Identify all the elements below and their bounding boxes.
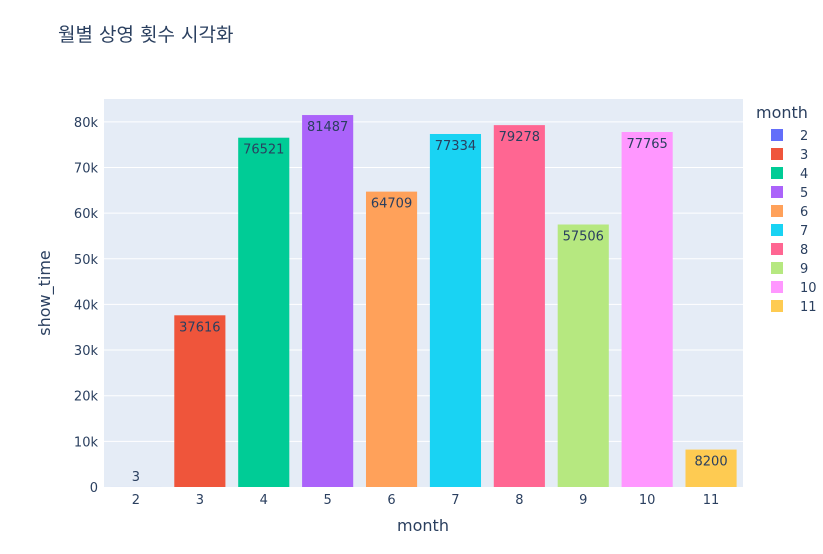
y-tick-label: 70k — [74, 161, 99, 176]
legend-item-5[interactable]: 5 — [771, 186, 808, 201]
x-tick-label: 11 — [703, 493, 720, 508]
legend-item-7[interactable]: 7 — [771, 224, 808, 239]
bar-month-10[interactable] — [622, 132, 673, 487]
legend-label: 8 — [800, 243, 808, 258]
y-tick-label: 40k — [74, 298, 99, 313]
legend-item-11[interactable]: 11 — [771, 300, 817, 315]
bar-month-7[interactable] — [430, 134, 481, 487]
bar-month-6[interactable] — [366, 192, 417, 487]
x-axis-title: month — [397, 516, 449, 535]
y-tick-label: 60k — [74, 207, 99, 222]
bar-value-label: 37616 — [179, 320, 220, 335]
legend-item-8[interactable]: 8 — [771, 243, 808, 258]
legend-swatch — [771, 205, 783, 217]
bar-value-label: 76521 — [243, 143, 284, 158]
legend-item-9[interactable]: 9 — [771, 262, 808, 277]
legend-swatch — [771, 281, 783, 293]
legend-item-2[interactable]: 2 — [771, 129, 808, 144]
bar-month-8[interactable] — [494, 125, 545, 487]
legend-swatch — [771, 186, 783, 198]
y-tick-label: 50k — [74, 253, 99, 268]
legend-label: 10 — [800, 281, 817, 296]
bar-month-4[interactable] — [238, 138, 289, 487]
x-tick-label: 9 — [579, 493, 587, 508]
legend-label: 2 — [800, 129, 808, 144]
legend[interactable]: 2 3 4 5 6 7 8 9 10 11 — [771, 129, 817, 315]
y-tick-label: 20k — [74, 390, 99, 405]
bar-value-label: 57506 — [563, 230, 604, 245]
y-axis-title: show_time — [35, 250, 55, 336]
legend-label: 6 — [800, 205, 808, 220]
x-tick-label: 4 — [260, 493, 268, 508]
legend-swatch — [771, 262, 783, 274]
bar-value-label: 81487 — [307, 120, 348, 135]
bar-value-label: 79278 — [499, 130, 540, 145]
x-tick-label: 3 — [196, 493, 204, 508]
legend-swatch — [771, 300, 783, 312]
bar-value-label: 8200 — [695, 455, 728, 470]
y-axis-ticks: 0 10k 20k 30k 40k 50k 60k 70k 80k — [74, 116, 99, 496]
legend-swatch — [771, 224, 783, 236]
bar-month-3[interactable] — [174, 315, 225, 487]
legend-swatch — [771, 167, 783, 179]
legend-swatch — [771, 148, 783, 160]
legend-item-6[interactable]: 6 — [771, 205, 808, 220]
chart-title: 월별 상영 횟수 시각화 — [58, 24, 233, 46]
bar-month-9[interactable] — [558, 225, 609, 487]
x-tick-label: 6 — [387, 493, 395, 508]
bar-value-label: 3 — [132, 470, 140, 485]
x-tick-label: 5 — [324, 493, 332, 508]
x-axis-ticks: 2 3 4 5 6 7 8 9 10 11 — [132, 493, 720, 508]
x-tick-label: 7 — [451, 493, 459, 508]
legend-label: 11 — [800, 300, 817, 315]
y-tick-label: 10k — [74, 435, 99, 450]
legend-label: 5 — [800, 186, 808, 201]
legend-swatch — [771, 129, 783, 141]
y-tick-label: 80k — [74, 116, 99, 131]
bar-value-label: 77334 — [435, 139, 476, 154]
legend-label: 9 — [800, 262, 808, 277]
legend-item-4[interactable]: 4 — [771, 167, 808, 182]
legend-label: 7 — [800, 224, 808, 239]
bar-value-label: 64709 — [371, 197, 412, 212]
legend-item-3[interactable]: 3 — [771, 148, 808, 163]
x-tick-label: 2 — [132, 493, 140, 508]
legend-label: 3 — [800, 148, 808, 163]
bar-value-label: 77765 — [626, 137, 667, 152]
y-tick-label: 30k — [74, 344, 99, 359]
y-tick-label: 0 — [90, 481, 98, 496]
x-tick-label: 8 — [515, 493, 523, 508]
legend-title: month — [756, 103, 808, 122]
bar-month-5[interactable] — [302, 115, 353, 487]
x-tick-label: 10 — [639, 493, 656, 508]
legend-label: 4 — [800, 167, 808, 182]
legend-item-10[interactable]: 10 — [771, 281, 817, 296]
legend-swatch — [771, 243, 783, 255]
